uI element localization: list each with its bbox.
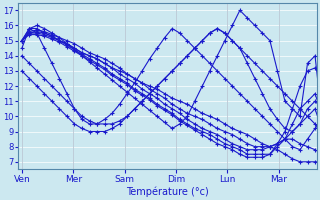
X-axis label: Température (°c): Température (°c)	[126, 187, 209, 197]
